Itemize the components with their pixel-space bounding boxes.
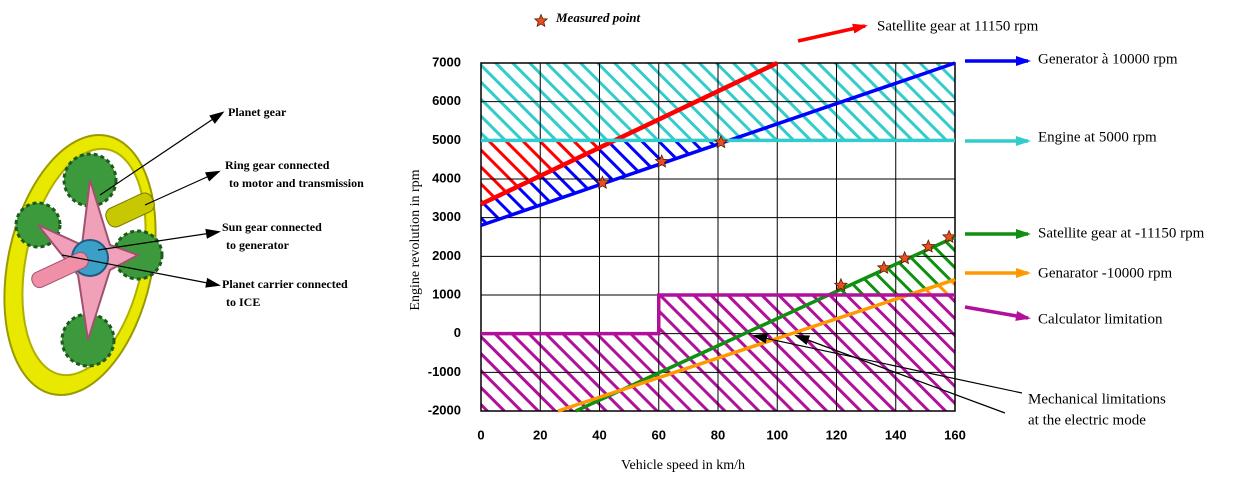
x-tick-label: 100 [766, 427, 788, 442]
y-tick-label: 1000 [432, 286, 461, 301]
legend-arrow [965, 56, 1031, 66]
annotation: at the electric mode [1028, 412, 1146, 428]
legend-label: Generator à 10000 rpm [1038, 51, 1178, 67]
line [575, 235, 956, 413]
diagram-label: Ring gear connected [225, 158, 330, 172]
x-tick-label: 160 [944, 427, 966, 442]
y-tick-label: 7000 [432, 54, 461, 69]
x-tick-label: 20 [533, 427, 547, 442]
y-tick-label: 4000 [432, 170, 461, 185]
x-tick-label: 40 [592, 427, 606, 442]
y-axis-label: Engine revolution in rpm [408, 169, 423, 310]
legend-label: Genarator -10000 rpm [1038, 265, 1172, 281]
x-tick-label: 140 [885, 427, 907, 442]
gear-illustration [3, 134, 164, 396]
annotation-arrow [794, 334, 1006, 414]
measured-point [595, 175, 610, 189]
diagram-label: to motor and transmission [229, 176, 364, 190]
diagram-label: to ICE [226, 295, 260, 309]
x-axis-label: Vehicle speed in km/h [621, 458, 745, 473]
legend-arrow [797, 23, 868, 43]
diagram-label: Planet carrier connected [222, 277, 348, 291]
diagram-label: Planet gear [228, 105, 287, 119]
measured-point [833, 277, 849, 292]
legend-arrow [965, 229, 1031, 239]
measured-point [876, 260, 892, 275]
legend-arrow [965, 268, 1031, 278]
measured-point [897, 250, 912, 265]
legend-arrow [965, 136, 1031, 146]
legend-label: Satellite gear at -11150 rpm [1038, 225, 1205, 241]
y-tick-label: 6000 [432, 93, 461, 108]
measured-point [921, 239, 936, 253]
y-tick-label: 5000 [432, 132, 461, 147]
y-tick-label: -1000 [428, 364, 461, 379]
measured-point [654, 154, 669, 168]
legend-label: Satellite gear at 11150 rpm [877, 18, 1039, 34]
y-tick-label: 0 [454, 325, 461, 340]
legend-label: Measured point [555, 10, 641, 25]
line [480, 60, 779, 207]
diagram-label: Sun gear connected [222, 220, 322, 234]
label-arrow [61, 254, 221, 288]
x-tick-label: 120 [826, 427, 848, 442]
legend-label: Engine at 5000 rpm [1038, 129, 1157, 145]
legend-label: Calculator limitation [1038, 311, 1163, 327]
measured-point [941, 229, 957, 244]
measured-point [713, 134, 729, 149]
label-arrow [97, 228, 221, 251]
y-tick-label: 2000 [432, 248, 461, 263]
label-arrow [144, 170, 221, 206]
legend-marker [533, 13, 549, 28]
annotation-arrow [752, 333, 1023, 394]
diagram-label: to generator [226, 238, 290, 252]
line [481, 293, 955, 336]
line [557, 277, 956, 413]
x-tick-label: 60 [652, 427, 666, 442]
label-arrow [99, 111, 225, 196]
legend-arrow [964, 305, 1031, 321]
y-tick-label: 3000 [432, 209, 461, 224]
x-tick-label: 0 [477, 427, 484, 442]
y-tick-label: -2000 [428, 402, 461, 417]
annotation: Mechanical limitations [1028, 391, 1166, 407]
x-tick-label: 80 [711, 427, 725, 442]
